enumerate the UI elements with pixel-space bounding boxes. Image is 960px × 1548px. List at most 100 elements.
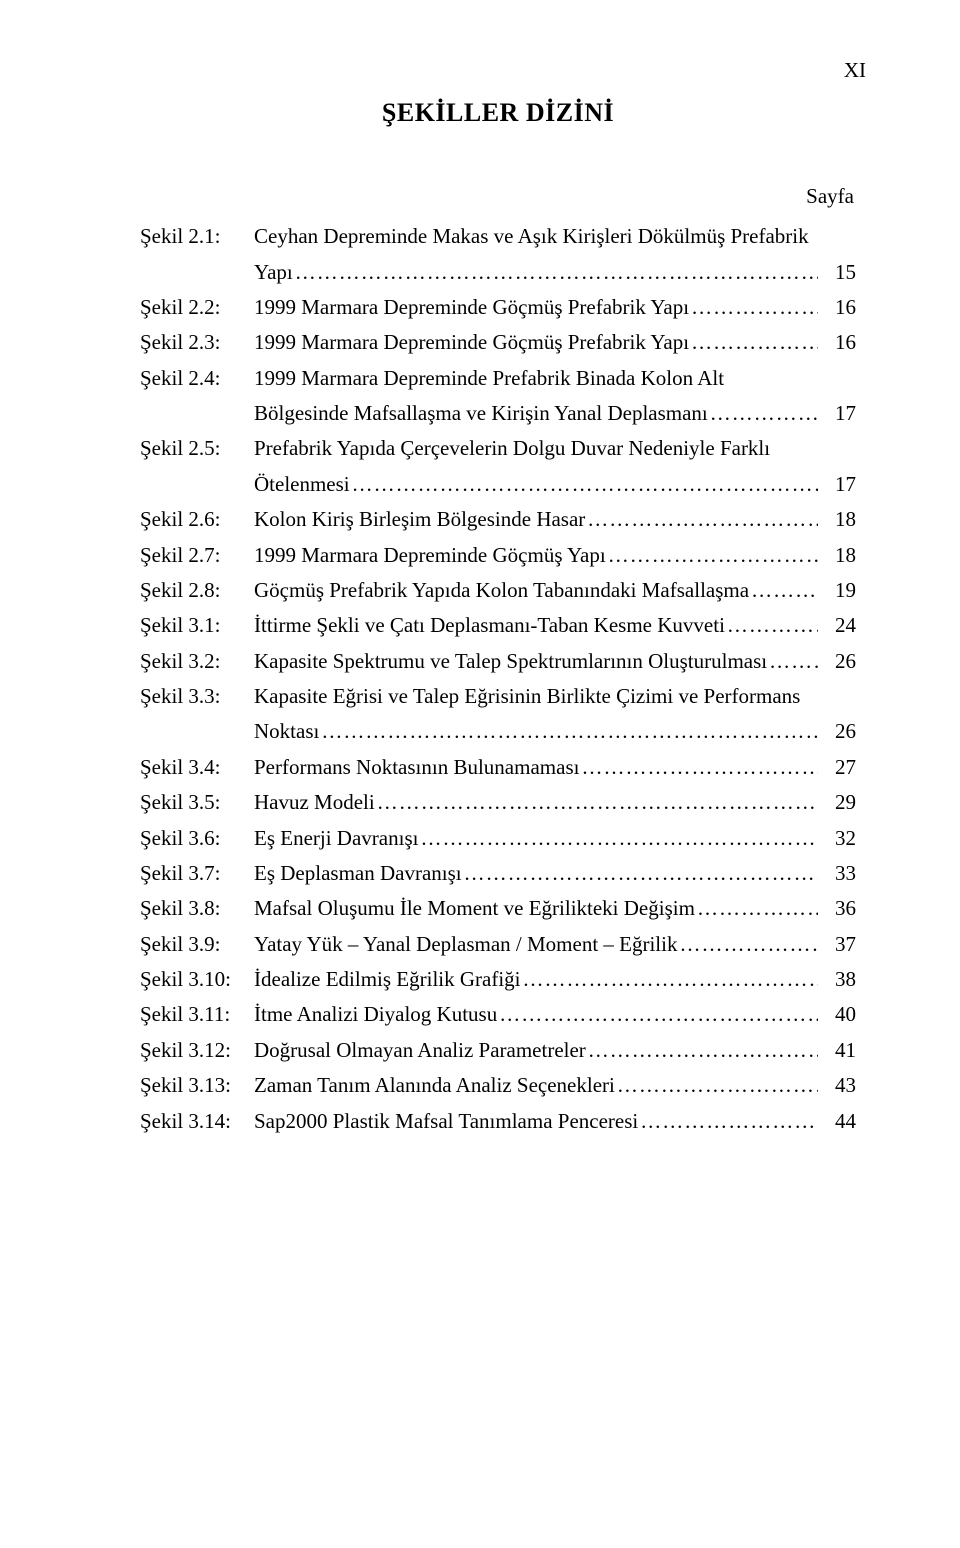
toc-line: Şekil 2.4:1999 Marmara Depreminde Prefab… bbox=[140, 361, 856, 396]
toc-label: Şekil 2.8: bbox=[140, 580, 254, 601]
toc-label: Şekil 3.14: bbox=[140, 1111, 254, 1132]
toc-entry: Şekil 3.12:Doğrusal Olmayan Analiz Param… bbox=[140, 1033, 856, 1068]
toc-leader: …………………………………………………………………………………………………………… bbox=[420, 828, 818, 849]
toc-text: İttirme Şekli ve Çatı Deplasmanı-Taban K… bbox=[254, 615, 727, 636]
toc-line: Şekil 3.7:Eş Deplasman Davranışı……………………… bbox=[140, 856, 856, 891]
toc-page-number: 41 bbox=[818, 1040, 856, 1061]
toc-line: Şekil 3.11:İtme Analizi Diyalog Kutusu……… bbox=[140, 997, 856, 1032]
toc-page-number: 17 bbox=[818, 403, 856, 424]
toc-text: 1999 Marmara Depreminde Göçmüş Prefabrik… bbox=[254, 297, 691, 318]
toc-line: Şekil 2.2:1999 Marmara Depreminde Göçmüş… bbox=[140, 290, 856, 325]
toc-page-number: 15 bbox=[818, 262, 856, 283]
toc-entry: Şekil 3.14:Sap2000 Plastik Mafsal Tanıml… bbox=[140, 1103, 856, 1138]
toc-entries: Şekil 2.1:Ceyhan Depreminde Makas ve Aşı… bbox=[140, 219, 856, 1139]
toc-line: Şekil 3.5:Havuz Modeli………………………………………………… bbox=[140, 785, 856, 820]
toc-leader: …………………………………………………………………………………………………………… bbox=[691, 297, 818, 318]
toc-line: Şekil 3.6:Eş Enerji Davranışı……………………………… bbox=[140, 820, 856, 855]
toc-label: Şekil 2.5: bbox=[140, 438, 254, 459]
toc-leader: …………………………………………………………………………………………………………… bbox=[691, 332, 818, 353]
toc-line: Ötelenmesi………………………………………………………………………………… bbox=[140, 467, 856, 502]
toc-line: Şekil 3.9:Yatay Yük – Yanal Deplasman / … bbox=[140, 927, 856, 962]
toc-label: Şekil 3.3: bbox=[140, 686, 254, 707]
toc-entry: Şekil 3.13:Zaman Tanım Alanında Analiz S… bbox=[140, 1068, 856, 1103]
toc-line: Şekil 2.3:1999 Marmara Depreminde Göçmüş… bbox=[140, 325, 856, 360]
toc-leader: …………………………………………………………………………………………………………… bbox=[697, 898, 818, 919]
toc-entry: Şekil 3.5:Havuz Modeli………………………………………………… bbox=[140, 785, 856, 820]
toc-leader: …………………………………………………………………………………………………………… bbox=[679, 934, 818, 955]
toc-page-number: 24 bbox=[818, 615, 856, 636]
toc-text: Prefabrik Yapıda Çerçevelerin Dolgu Duva… bbox=[254, 438, 770, 459]
toc-text: 1999 Marmara Depreminde Prefabrik Binada… bbox=[254, 368, 724, 389]
toc-line: Şekil 2.5:Prefabrik Yapıda Çerçevelerin … bbox=[140, 431, 856, 466]
toc-label: Şekil 2.4: bbox=[140, 368, 254, 389]
toc-entry: Şekil 3.2:Kapasite Spektrumu ve Talep Sp… bbox=[140, 644, 856, 679]
toc-line: Bölgesinde Mafsallaşma ve Kirişin Yanal … bbox=[140, 396, 856, 431]
toc-entry: Şekil 3.8:Mafsal Oluşumu İle Moment ve E… bbox=[140, 891, 856, 926]
toc-leader: …………………………………………………………………………………………………………… bbox=[608, 545, 818, 566]
toc-leader: …………………………………………………………………………………………………………… bbox=[587, 509, 818, 530]
toc-label: Şekil 3.2: bbox=[140, 651, 254, 672]
toc-label: Şekil 2.7: bbox=[140, 545, 254, 566]
toc-page-number: 16 bbox=[818, 297, 856, 318]
toc-text: Bölgesinde Mafsallaşma ve Kirişin Yanal … bbox=[254, 403, 710, 424]
toc-label: Şekil 2.3: bbox=[140, 332, 254, 353]
toc-entry: Şekil 3.6:Eş Enerji Davranışı……………………………… bbox=[140, 820, 856, 855]
toc-leader: …………………………………………………………………………………………………………… bbox=[321, 721, 818, 742]
toc-label: Şekil 3.10: bbox=[140, 969, 254, 990]
toc-line: Şekil 2.8:Göçmüş Prefabrik Yapıda Kolon … bbox=[140, 573, 856, 608]
toc-text: Performans Noktasının Bulunamaması bbox=[254, 757, 581, 778]
toc-page-number: 37 bbox=[818, 934, 856, 955]
toc-entry: Şekil 2.6:Kolon Kiriş Birleşim Bölgesind… bbox=[140, 502, 856, 537]
toc-text: Ceyhan Depreminde Makas ve Aşık Kirişler… bbox=[254, 226, 809, 247]
toc-leader: …………………………………………………………………………………………………………… bbox=[617, 1075, 818, 1096]
toc-entry: Şekil 3.1:İttirme Şekli ve Çatı Deplasma… bbox=[140, 608, 856, 643]
toc-entry: Şekil 3.7:Eş Deplasman Davranışı……………………… bbox=[140, 856, 856, 891]
toc-text: Mafsal Oluşumu İle Moment ve Eğrilikteki… bbox=[254, 898, 697, 919]
toc-leader: …………………………………………………………………………………………………………… bbox=[377, 792, 818, 813]
toc-entry: Şekil 3.10:İdealize Edilmiş Eğrilik Graf… bbox=[140, 962, 856, 997]
toc-text: Havuz Modeli bbox=[254, 792, 377, 813]
toc-line: Şekil 3.4:Performans Noktasının Bulunama… bbox=[140, 750, 856, 785]
toc-text: Noktası bbox=[254, 721, 321, 742]
toc-leader: …………………………………………………………………………………………………………… bbox=[769, 651, 818, 672]
toc-leader: …………………………………………………………………………………………………………… bbox=[523, 969, 819, 990]
toc-entry: Şekil 2.4:1999 Marmara Depreminde Prefab… bbox=[140, 361, 856, 432]
toc-line: Şekil 3.13:Zaman Tanım Alanında Analiz S… bbox=[140, 1068, 856, 1103]
page-roman-numeral: XI bbox=[844, 58, 866, 83]
toc-text: Yatay Yük – Yanal Deplasman / Moment – E… bbox=[254, 934, 679, 955]
page-title: ŞEKİLLER DİZİNİ bbox=[140, 98, 856, 128]
toc-page-number: 16 bbox=[818, 332, 856, 353]
toc-entry: Şekil 2.5:Prefabrik Yapıda Çerçevelerin … bbox=[140, 431, 856, 502]
toc-leader: …………………………………………………………………………………………………………… bbox=[581, 757, 818, 778]
toc-page-number: 19 bbox=[818, 580, 856, 601]
toc-label: Şekil 3.5: bbox=[140, 792, 254, 813]
toc-line: Şekil 3.2:Kapasite Spektrumu ve Talep Sp… bbox=[140, 644, 856, 679]
toc-line: Şekil 3.14:Sap2000 Plastik Mafsal Tanıml… bbox=[140, 1103, 856, 1138]
toc-line: Şekil 2.1:Ceyhan Depreminde Makas ve Aşı… bbox=[140, 219, 856, 254]
column-header-page: Sayfa bbox=[140, 184, 856, 209]
toc-label: Şekil 2.2: bbox=[140, 297, 254, 318]
toc-page-number: 43 bbox=[818, 1075, 856, 1096]
toc-label: Şekil 3.8: bbox=[140, 898, 254, 919]
toc-label: Şekil 3.12: bbox=[140, 1040, 254, 1061]
toc-text: Doğrusal Olmayan Analiz Parametreler bbox=[254, 1040, 588, 1061]
toc-text: Kapasite Eğrisi ve Talep Eğrisinin Birli… bbox=[254, 686, 800, 707]
toc-text: İtme Analizi Diyalog Kutusu bbox=[254, 1004, 499, 1025]
toc-text: İdealize Edilmiş Eğrilik Grafiği bbox=[254, 969, 523, 990]
toc-leader: …………………………………………………………………………………………………………… bbox=[499, 1004, 818, 1025]
toc-label: Şekil 3.1: bbox=[140, 615, 254, 636]
document-page: XI ŞEKİLLER DİZİNİ Sayfa Şekil 2.1:Ceyha… bbox=[0, 0, 960, 1548]
toc-entry: Şekil 2.2:1999 Marmara Depreminde Göçmüş… bbox=[140, 290, 856, 325]
toc-text: Eş Deplasman Davranışı bbox=[254, 863, 464, 884]
toc-label: Şekil 3.6: bbox=[140, 828, 254, 849]
toc-line: Şekil 3.8:Mafsal Oluşumu İle Moment ve E… bbox=[140, 891, 856, 926]
toc-label: Şekil 3.7: bbox=[140, 863, 254, 884]
toc-leader: …………………………………………………………………………………………………………… bbox=[710, 403, 818, 424]
toc-leader: …………………………………………………………………………………………………………… bbox=[727, 615, 818, 636]
toc-page-number: 40 bbox=[818, 1004, 856, 1025]
toc-text: Sap2000 Plastik Mafsal Tanımlama Pencere… bbox=[254, 1111, 640, 1132]
toc-text: Kapasite Spektrumu ve Talep Spektrumları… bbox=[254, 651, 769, 672]
toc-line: Şekil 2.6:Kolon Kiriş Birleşim Bölgesind… bbox=[140, 502, 856, 537]
toc-line: Yapı………………………………………………………………………………………………… bbox=[140, 254, 856, 289]
toc-label: Şekil 3.4: bbox=[140, 757, 254, 778]
